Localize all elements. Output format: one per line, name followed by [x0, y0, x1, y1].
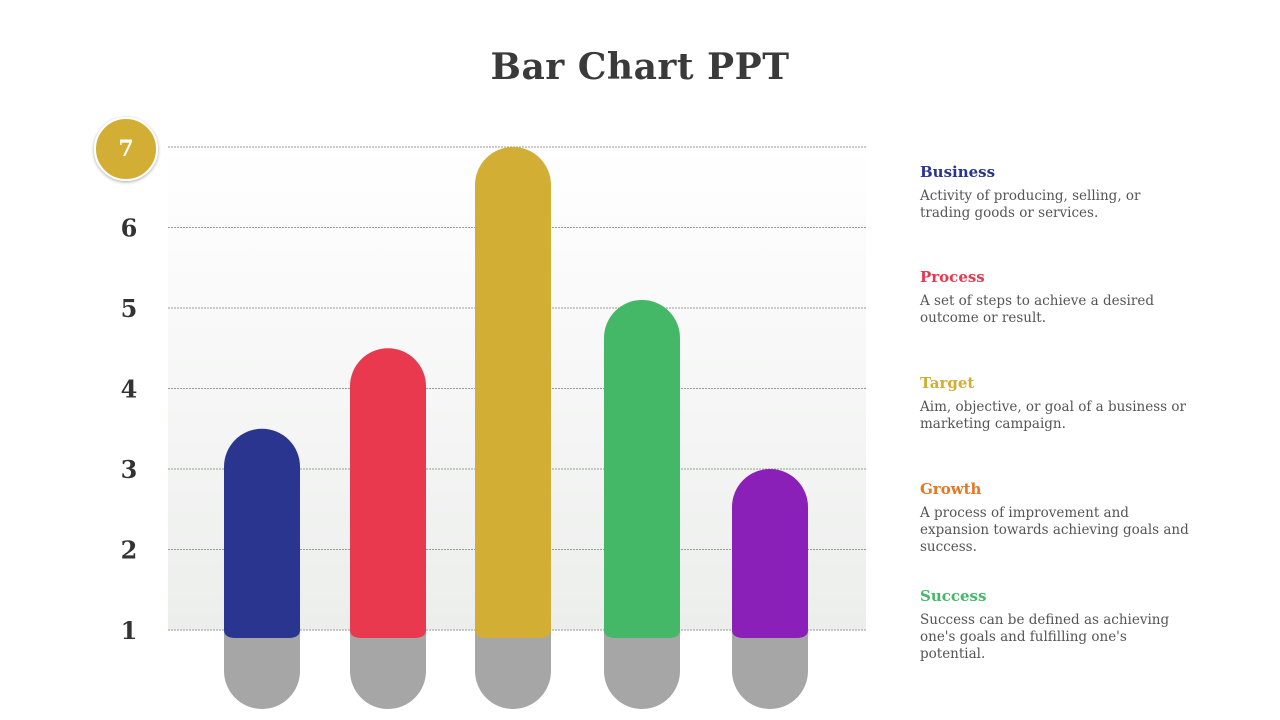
bar-process — [350, 348, 426, 709]
bar-fill — [604, 299, 680, 638]
legend-item-title: Growth — [920, 480, 982, 498]
y-tick-label: 4 — [121, 375, 138, 404]
y-tick-label: 2 — [121, 536, 138, 565]
bar-success — [732, 469, 808, 709]
y-tick-label: 3 — [121, 455, 138, 484]
y-tick-label: 7 — [118, 136, 133, 162]
legend-item-title: Process — [920, 268, 985, 286]
legend-item-business: Business Activity of producing, selling, … — [920, 162, 1190, 222]
legend-item-title: Business — [920, 163, 996, 181]
bar-growth — [604, 299, 680, 709]
bar-fill — [475, 147, 551, 638]
legend-item-growth: Growth A process of improvement and expan… — [920, 479, 1190, 556]
legend-item-description: Activity of producing, selling, or tradi… — [920, 188, 1141, 221]
legend-item-description: Aim, objective, or goal of a business or… — [920, 399, 1186, 432]
legend-item-description: Success can be defined as achieving one'… — [920, 612, 1170, 662]
y-tick-label: 5 — [121, 294, 138, 323]
y-tick-highlight-circle — [94, 117, 158, 181]
chart-title: Bar Chart PPT — [490, 46, 790, 88]
bar-fill — [224, 428, 300, 638]
bar-fill — [732, 469, 808, 638]
bar-business — [224, 428, 300, 709]
y-tick-label: 1 — [121, 616, 138, 645]
bar-target — [475, 147, 551, 709]
legend-item-title: Target — [920, 374, 975, 392]
legend-item-description: A process of improvement and expansion t… — [920, 505, 1189, 555]
y-tick-label: 6 — [121, 214, 138, 243]
bar-fill — [350, 348, 426, 638]
y-axis-ticks: 1 2 3 4 5 6 7 — [94, 117, 158, 645]
legend-item-target: Target Aim, objective, or goal of a busin… — [920, 373, 1190, 433]
legend-item-success: Success Success can be defined as achievi… — [920, 586, 1190, 663]
legend-item-description: A set of steps to achieve a desired outc… — [920, 293, 1154, 326]
legend-item-title: Success — [920, 587, 987, 605]
legend-item-process: Process A set of steps to achieve a desir… — [920, 267, 1190, 327]
bars — [224, 147, 808, 709]
